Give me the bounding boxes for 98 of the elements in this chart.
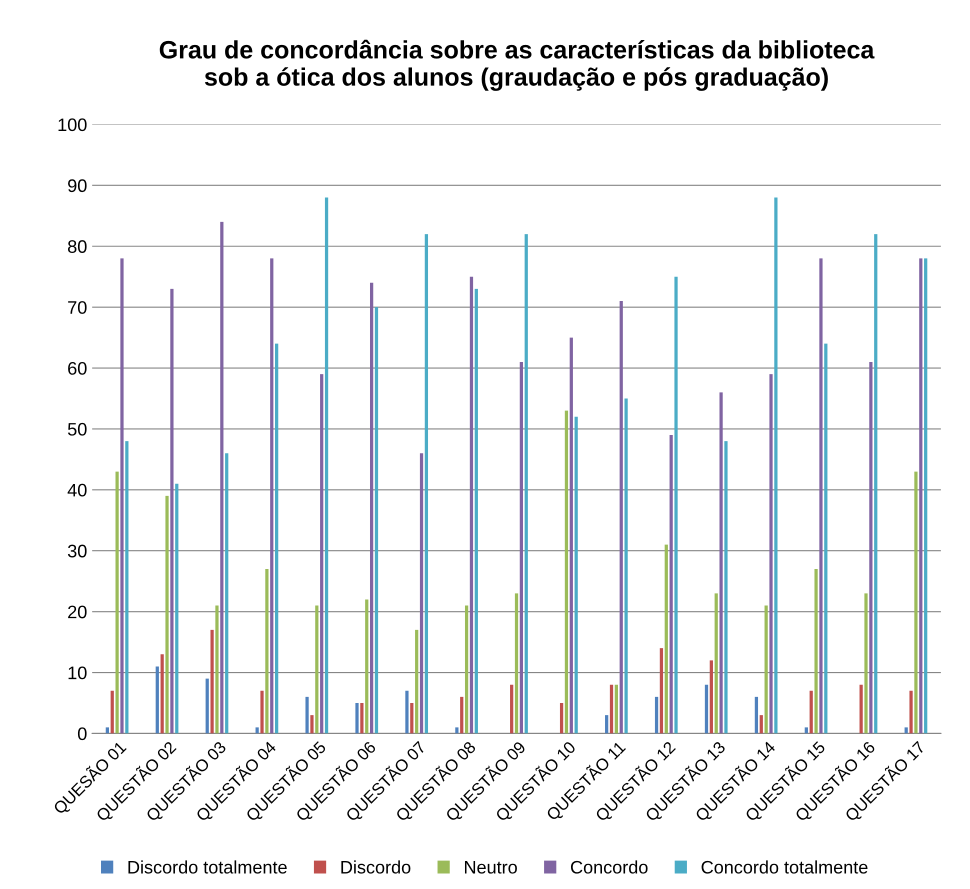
bar (275, 344, 278, 734)
bar (405, 690, 409, 734)
y-tick-label: 90 (68, 179, 87, 192)
bar (660, 648, 664, 734)
legend-label: Neutro (464, 861, 517, 874)
bar (156, 666, 159, 734)
bar (914, 472, 918, 734)
bar (624, 398, 628, 734)
chart-title: Grau de concordância sobre as características da biblioteca sob a ótica dos alunos (graudação e pós graduação) (160, 40, 874, 91)
bar (605, 715, 608, 734)
y-tick-label: 70 (68, 301, 87, 314)
bar (774, 198, 778, 734)
bar (610, 684, 614, 734)
bar (420, 453, 424, 734)
bar (410, 702, 414, 734)
bar (424, 234, 428, 734)
bar (470, 276, 474, 734)
y-tick-label: 0 (78, 727, 87, 740)
bar (374, 307, 378, 734)
bar (270, 258, 274, 734)
bar (754, 696, 758, 734)
bar (365, 599, 368, 734)
bar (824, 344, 828, 734)
legend-label: Discordo (341, 860, 410, 874)
y-tick-label: 30 (68, 544, 87, 558)
bar (115, 472, 119, 734)
bar (810, 690, 813, 734)
y-tick-label: 60 (68, 362, 87, 375)
bar (654, 696, 658, 734)
bar (614, 684, 618, 734)
bar (215, 606, 219, 734)
y-tick-label: 80 (68, 240, 87, 253)
bar (924, 258, 928, 734)
bar (305, 696, 309, 734)
bar (764, 606, 768, 734)
bar (904, 727, 908, 734)
bar (724, 441, 728, 734)
bar (909, 690, 913, 734)
bar (570, 338, 573, 734)
bar (670, 435, 673, 734)
bar (460, 696, 464, 734)
bar (760, 715, 763, 734)
bar (120, 258, 124, 734)
legend-label: Concordo (570, 860, 648, 874)
bar (564, 410, 568, 734)
bar (919, 258, 922, 734)
bar (814, 569, 818, 734)
bar (170, 288, 174, 734)
bar (514, 593, 518, 734)
y-tick-label: 20 (68, 606, 87, 618)
bar (620, 301, 623, 734)
y-tick-label: 50 (68, 422, 87, 436)
bar (574, 416, 578, 734)
legend-label: Concordo totalmente (702, 860, 868, 874)
bar (769, 374, 773, 734)
bar (165, 496, 169, 734)
bar (324, 198, 328, 734)
bar (704, 684, 708, 734)
bar (864, 593, 868, 734)
bar (719, 392, 723, 734)
bar (474, 288, 478, 734)
bar (225, 453, 228, 734)
bar (125, 441, 128, 734)
y-tick-label: 40 (68, 484, 87, 497)
legend-label: Discordo totalmente (128, 860, 287, 874)
bar (674, 276, 678, 734)
bar (265, 569, 269, 734)
bar (370, 282, 374, 734)
bar (510, 684, 514, 734)
bar (110, 690, 114, 734)
bar (464, 606, 468, 734)
bar (869, 362, 872, 734)
bar (714, 593, 718, 734)
bar (455, 727, 458, 734)
bar (175, 484, 178, 734)
bar (804, 727, 808, 734)
bar (220, 222, 224, 734)
bar (560, 702, 564, 734)
bar (160, 654, 164, 734)
bar (664, 544, 668, 734)
bar (520, 362, 524, 734)
y-tick-label: 100 (58, 118, 87, 132)
bar (310, 715, 314, 734)
bar (819, 258, 823, 734)
bar (210, 630, 214, 734)
bar (415, 630, 418, 734)
bar (874, 234, 878, 734)
bar (256, 727, 259, 734)
bar (320, 374, 324, 734)
y-tick-label: 10 (68, 666, 87, 680)
bar (524, 234, 528, 734)
bar (360, 702, 364, 734)
bar (260, 690, 264, 734)
bar (315, 606, 318, 734)
bar (860, 684, 863, 734)
bar (355, 702, 359, 734)
bar (206, 678, 209, 734)
bar (710, 660, 713, 734)
